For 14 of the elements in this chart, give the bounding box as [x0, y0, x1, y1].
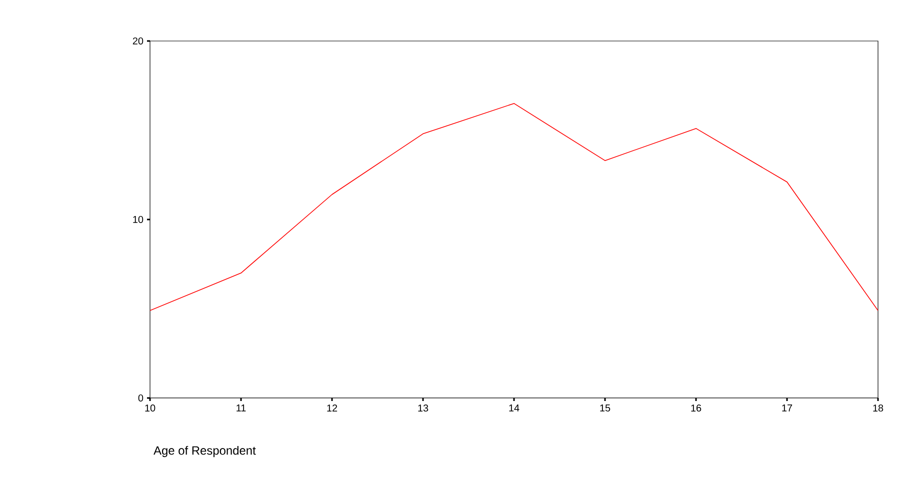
x-tick-label: 12 [327, 404, 338, 412]
y-tick-label: 0 [138, 394, 144, 402]
x-tick-label: 13 [418, 404, 428, 412]
line-series [150, 103, 878, 311]
y-tick-label: 10 [133, 216, 144, 224]
x-tick-label: 11 [236, 404, 246, 412]
x-tick-label: 15 [600, 404, 610, 412]
x-tick-label: 16 [691, 404, 702, 412]
x-tick-label: 14 [509, 404, 520, 412]
x-tick-label: 18 [873, 404, 884, 412]
x-axis-title: Age of Respondent [154, 446, 256, 458]
x-tick-label: 10 [145, 404, 156, 412]
y-tick-label: 20 [132, 37, 144, 45]
x-tick-label: 17 [782, 404, 792, 412]
